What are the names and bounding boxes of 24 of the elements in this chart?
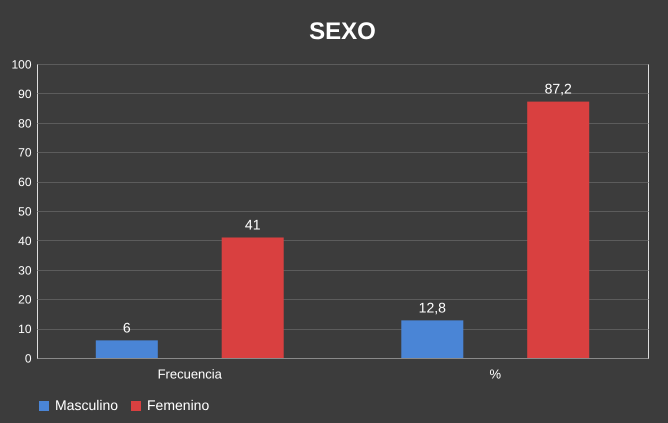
x-tick-label: Frecuencia	[158, 366, 223, 382]
y-tick-label: 10	[18, 322, 32, 336]
bar	[527, 102, 590, 358]
y-tick-label: 0	[24, 352, 32, 366]
chart-title: SEXO	[309, 18, 376, 45]
data-label: 41	[244, 216, 261, 232]
y-tick-label: 70	[18, 146, 32, 160]
legend-label: Femenino	[147, 397, 210, 413]
x-tick-label: %	[489, 366, 502, 382]
data-label: 6	[122, 319, 131, 336]
y-tick-label: 50	[18, 204, 32, 218]
data-label: 12,8	[418, 299, 446, 316]
y-tick-label: 30	[18, 263, 32, 278]
bar	[96, 340, 158, 358]
y-tick-label: 90	[18, 86, 32, 101]
bar	[401, 320, 464, 358]
y-tick-label: 100	[11, 58, 32, 72]
bar	[222, 237, 284, 358]
data-label: 87,2	[544, 80, 572, 97]
y-tick-label: 60	[18, 175, 32, 190]
y-tick-label: 80	[18, 116, 32, 130]
legend-label: Masculino	[55, 397, 118, 413]
y-tick-label: 20	[18, 292, 32, 307]
y-tick-label: 40	[18, 234, 32, 248]
